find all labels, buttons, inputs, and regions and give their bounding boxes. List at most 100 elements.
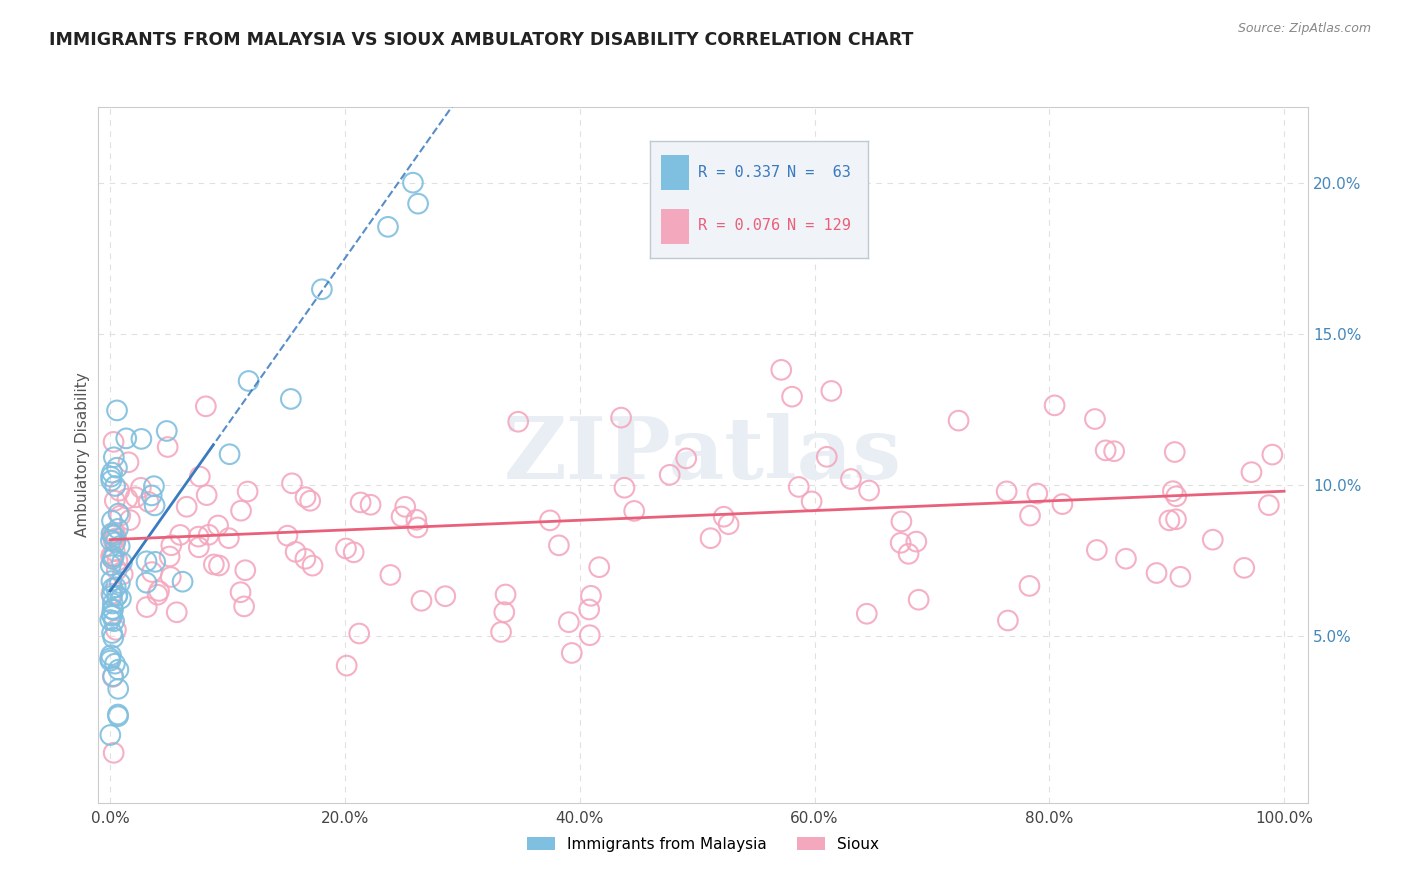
Point (780, 390, 803, 404)
Point (405, 513, 427, 527)
Point (377, 219, 399, 234)
Point (141, 565, 163, 579)
Point (188, 469, 211, 483)
Point (658, 467, 681, 482)
Point (1240, 465, 1263, 479)
Point (1166, 489, 1188, 503)
Point (1161, 484, 1184, 499)
Point (434, 589, 457, 603)
Point (100, 648, 122, 663)
Point (101, 589, 124, 603)
Point (148, 584, 170, 599)
Point (101, 603, 124, 617)
Point (770, 363, 793, 377)
Text: R = 0.337: R = 0.337 (697, 165, 780, 180)
Point (717, 517, 740, 532)
Point (159, 570, 181, 584)
Point (839, 472, 862, 486)
Point (110, 591, 132, 606)
Point (997, 614, 1019, 628)
Point (787, 480, 810, 494)
Point (1257, 498, 1279, 512)
Point (699, 531, 721, 545)
Point (111, 556, 134, 570)
Point (98, 613, 121, 627)
Point (131, 432, 153, 446)
Point (117, 455, 139, 469)
Point (103, 614, 125, 628)
Point (233, 563, 256, 577)
Point (613, 481, 636, 495)
Point (143, 555, 166, 569)
Point (360, 498, 382, 512)
Point (820, 384, 842, 398)
Point (100, 550, 122, 565)
Point (101, 670, 124, 684)
Point (194, 399, 217, 413)
Point (105, 403, 128, 417)
Point (138, 495, 160, 509)
Point (623, 504, 645, 518)
Point (380, 568, 402, 582)
Point (299, 493, 322, 508)
Point (1164, 445, 1187, 459)
Point (489, 625, 512, 640)
Point (281, 476, 304, 491)
Point (107, 663, 129, 677)
Point (229, 585, 252, 599)
Point (104, 493, 127, 508)
Point (391, 509, 413, 524)
Point (907, 592, 929, 607)
Point (815, 450, 838, 464)
Point (104, 479, 127, 493)
Point (218, 531, 240, 545)
Point (561, 646, 583, 660)
Point (1018, 579, 1040, 593)
Point (236, 484, 259, 499)
Point (238, 374, 260, 388)
Point (100, 549, 122, 563)
Point (1159, 513, 1181, 527)
Point (508, 415, 530, 429)
Point (335, 541, 357, 556)
Bar (661, 209, 689, 244)
Point (218, 447, 240, 461)
Point (103, 533, 125, 548)
Point (101, 669, 124, 683)
Point (280, 392, 302, 406)
Point (141, 488, 163, 502)
Point (347, 626, 370, 640)
Point (406, 520, 429, 534)
Point (104, 623, 127, 637)
Point (1164, 512, 1187, 526)
Point (105, 589, 128, 603)
Point (108, 483, 131, 498)
Point (202, 558, 225, 572)
Point (125, 491, 148, 505)
Point (995, 484, 1018, 499)
Point (343, 545, 366, 559)
Point (108, 576, 131, 591)
Point (135, 600, 157, 615)
Point (207, 518, 229, 533)
Point (115, 431, 138, 445)
Point (294, 490, 316, 504)
Point (101, 466, 124, 480)
Point (100, 533, 122, 548)
Text: N = 129: N = 129 (787, 218, 851, 233)
Point (394, 500, 416, 514)
Text: Source: ZipAtlas.com: Source: ZipAtlas.com (1237, 22, 1371, 36)
Point (890, 536, 912, 550)
Point (100, 607, 122, 622)
Point (104, 657, 127, 671)
Point (104, 580, 127, 594)
Point (1261, 448, 1284, 462)
Point (101, 602, 124, 616)
Point (1052, 497, 1074, 511)
Point (855, 607, 877, 621)
Point (105, 531, 128, 545)
Point (897, 547, 920, 561)
Point (578, 628, 600, 642)
Point (129, 481, 152, 495)
Point (294, 551, 316, 566)
